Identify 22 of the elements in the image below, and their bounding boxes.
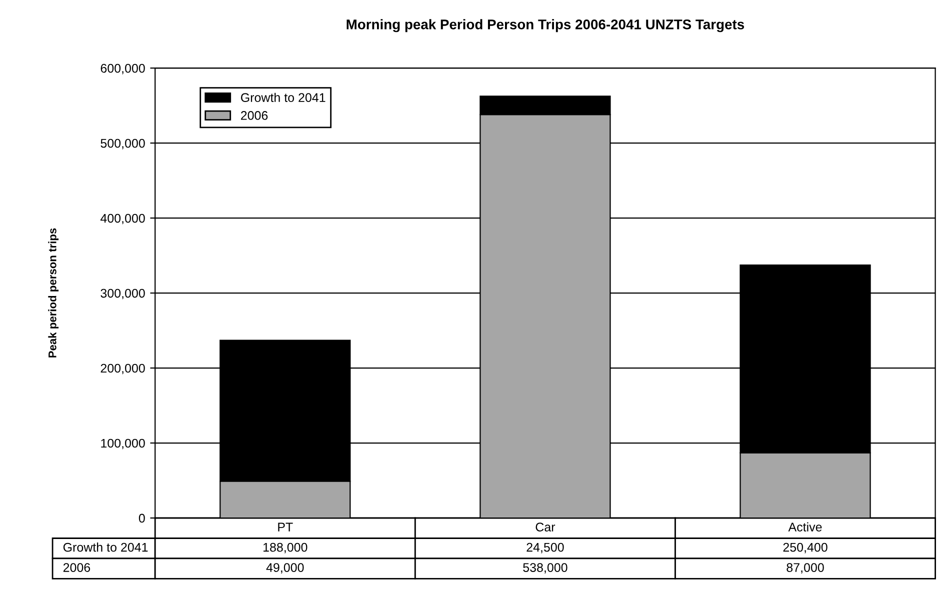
data-label: 538,000 (523, 563, 568, 574)
y-tick-label: 200,000 (100, 364, 145, 374)
y-tick-label: 100,000 (101, 438, 145, 450)
chart-title: Morning peak Period Person Trips 2006-2041 UNZTS Targets (346, 19, 744, 32)
data-label: 87,000 (786, 563, 824, 574)
y-tick-label: 0 (138, 514, 145, 523)
text: Growth to 2041 (63, 542, 148, 552)
legend-label: 2006 (240, 111, 268, 120)
data-label: 24,500 (526, 542, 564, 554)
y-tick-label: 600,000 (100, 64, 145, 74)
y-tick-label: 400,000 (100, 214, 145, 224)
y-tick-label: 500,000 (100, 138, 145, 150)
data-label: 188,000 (263, 542, 308, 554)
y-axis-title: Peak period person trips (48, 228, 59, 358)
data-label: 250,400 (783, 542, 828, 554)
x-tick-label: Active (788, 522, 822, 532)
text: 2006 (63, 563, 90, 572)
data-label: 49,000 (266, 563, 304, 574)
legend-label: Growth to 2041 (240, 92, 326, 102)
y-tick-label: 300,000 (100, 288, 145, 300)
x-tick-label: PT (278, 522, 293, 532)
x-tick-label: Car (536, 522, 556, 532)
